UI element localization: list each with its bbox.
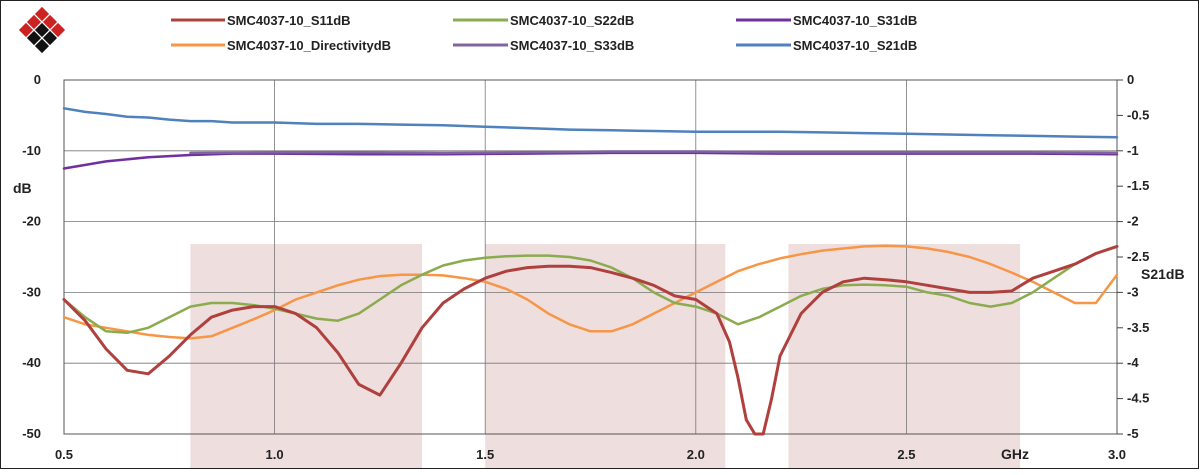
y-axis-label: dB — [13, 180, 32, 196]
left-axis-ticks: 0 -10 -20 -30 -40 -50 — [22, 72, 41, 441]
legend: SMC4037-10_S11dB SMC4037-10_S22dB SMC403… — [171, 13, 917, 53]
y-tick-label: -40 — [22, 355, 41, 370]
y-tick-label: -10 — [22, 143, 41, 158]
legend-item-directivity: SMC4037-10_DirectivitydB — [171, 38, 391, 53]
y2-tick-label: -4.5 — [1127, 391, 1149, 406]
x-tick-label: 1.0 — [266, 447, 284, 462]
legend-label: SMC4037-10_DirectivitydB — [227, 38, 391, 53]
series-line-s33 — [189, 150, 1119, 155]
series-line-s31 — [62, 151, 1119, 170]
y2-tick-label: -2.5 — [1127, 249, 1149, 264]
legend-label: SMC4037-10_S33dB — [510, 38, 634, 53]
logo — [18, 6, 66, 54]
x-tick-label: 2.0 — [687, 447, 705, 462]
y2-tick-label: -5 — [1127, 426, 1139, 441]
legend-item-s33: SMC4037-10_S33dB — [453, 38, 634, 53]
y-tick-label: -50 — [22, 426, 41, 441]
series-lines — [62, 107, 1119, 436]
x-tick-label: 3.0 — [1108, 447, 1126, 462]
y-tick-label: 0 — [34, 72, 41, 87]
y-tick-label: -30 — [22, 284, 41, 299]
y2-tick-label: -1 — [1127, 143, 1139, 158]
shaded-band — [485, 244, 726, 468]
y2-tick-label: -1.5 — [1127, 178, 1149, 193]
y2-tick-label: -0.5 — [1127, 107, 1149, 122]
series-line-directivity — [62, 244, 1119, 340]
legend-label: SMC4037-10_S11dB — [227, 13, 351, 28]
legend-item-s22: SMC4037-10_S22dB — [453, 13, 634, 28]
x-axis-ticks: 0.5 1.0 1.5 2.0 2.5 3.0 — [55, 447, 1126, 462]
right-axis-ticks: 0 -0.5 -1 -1.5 -2 -2.5 -3 -3.5 -4 -4.5 -5 — [1117, 72, 1149, 441]
x-tick-label: 1.5 — [476, 447, 494, 462]
x-axis-label: GHz — [1001, 446, 1029, 462]
y2-tick-label: -3 — [1127, 284, 1139, 299]
legend-item-s31: SMC4037-10_S31dB — [736, 13, 917, 28]
x-tick-label: 2.5 — [897, 447, 915, 462]
x-tick-label: 0.5 — [55, 447, 73, 462]
y2-tick-label: -4 — [1127, 355, 1139, 370]
legend-label: SMC4037-10_S21dB — [793, 38, 917, 53]
y2-tick-label: 0 — [1127, 72, 1134, 87]
legend-label: SMC4037-10_S22dB — [510, 13, 634, 28]
legend-item-s21: SMC4037-10_S21dB — [736, 38, 917, 53]
series-line-s11 — [62, 244, 1119, 436]
y2-axis-label: S21dB — [1141, 266, 1185, 282]
shaded-bands — [190, 244, 1021, 468]
series-line-s21 — [62, 107, 1119, 139]
y-tick-label: -20 — [22, 214, 41, 229]
red-black-diamond-logo-icon — [18, 6, 66, 54]
series-line-s22 — [62, 245, 1119, 335]
shaded-band — [190, 244, 423, 468]
y2-tick-label: -3.5 — [1127, 320, 1149, 335]
legend-item-s11: SMC4037-10_S11dB — [171, 13, 351, 28]
y2-tick-label: -2 — [1127, 214, 1139, 229]
legend-label: SMC4037-10_S31dB — [793, 13, 917, 28]
